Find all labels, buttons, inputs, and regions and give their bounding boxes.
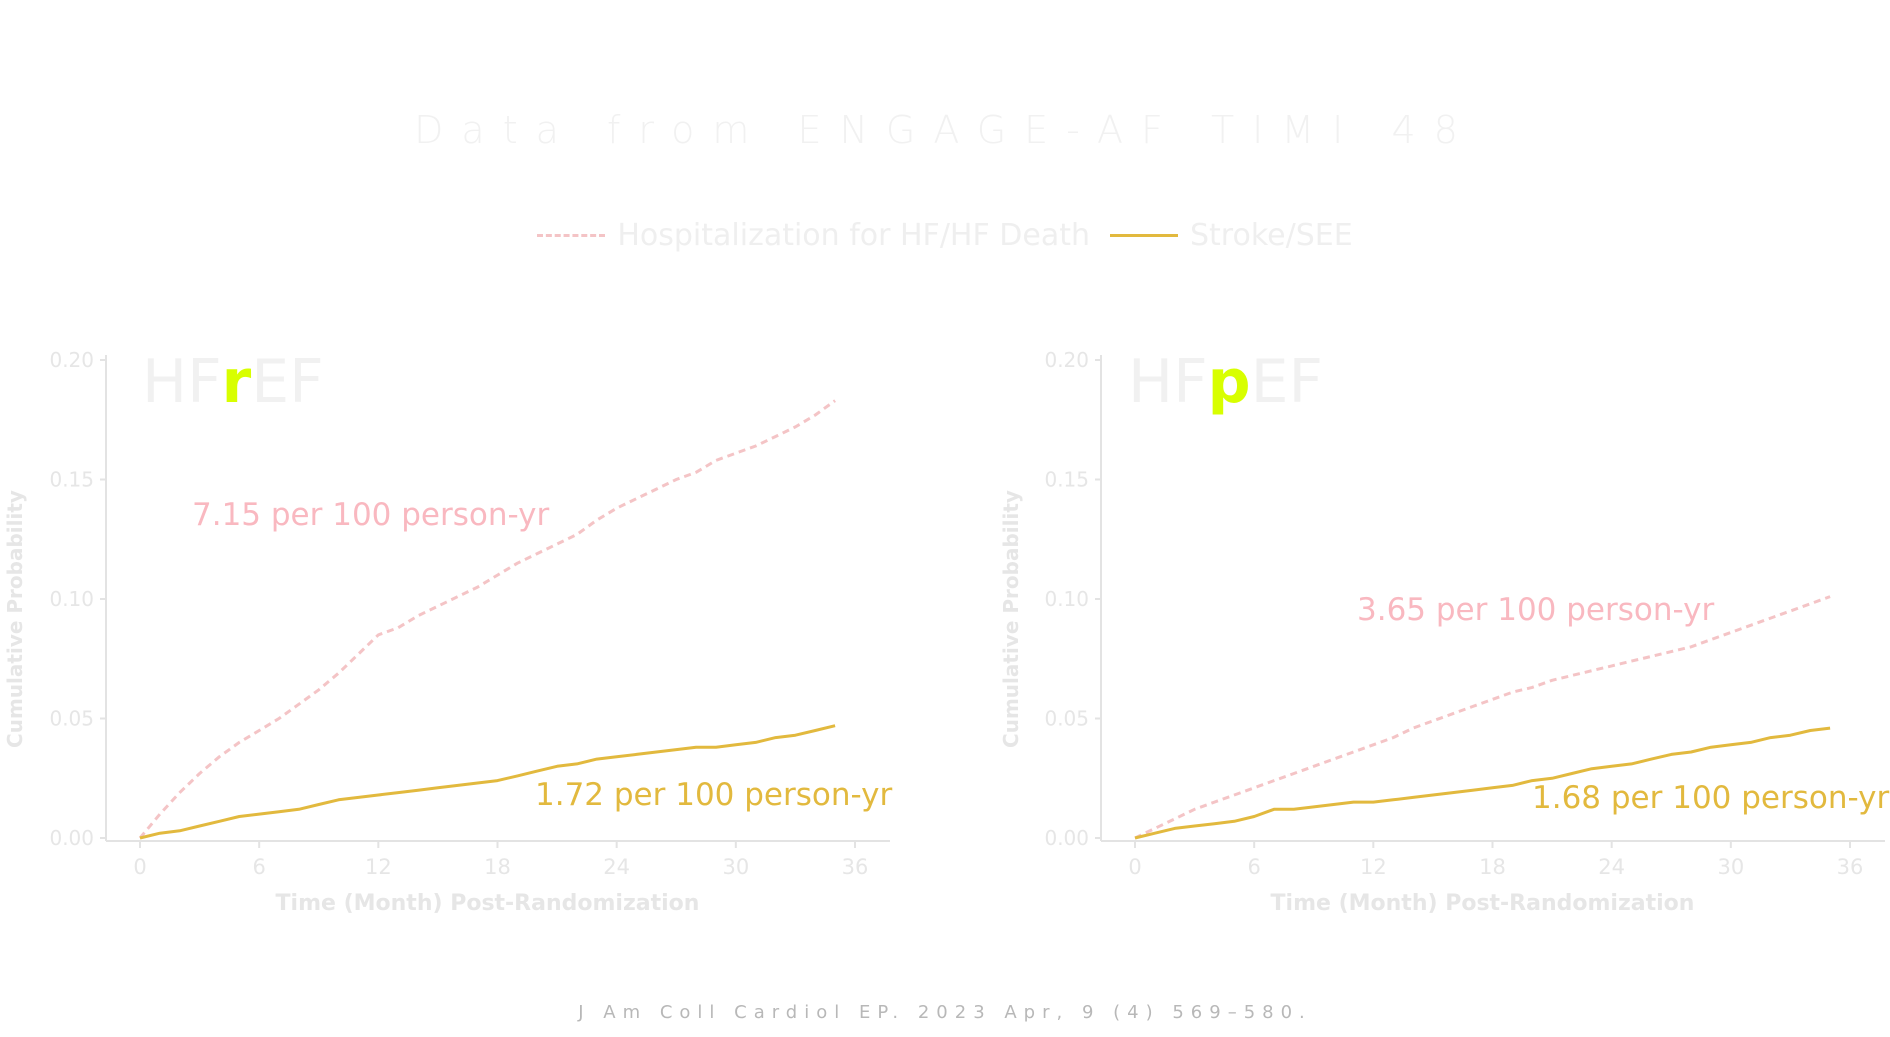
x-tick-label: 12 — [365, 855, 392, 879]
x-tick-label: 6 — [252, 855, 265, 879]
x-tick-label: 24 — [603, 855, 630, 879]
x-axis-label: Time (Month) Post-Randomization — [276, 891, 700, 916]
y-tick-label: 0.00 — [49, 826, 94, 850]
y-tick-label: 0.05 — [1044, 707, 1089, 731]
panel-label: HFrEF — [142, 347, 324, 417]
annotation-hf-rate: 3.65 per 100 person-yr — [1357, 592, 1714, 628]
panel-label-suffix: EF — [251, 347, 323, 417]
x-tick-label: 24 — [1598, 855, 1625, 879]
legend-item-stroke: Stroke/SEE — [1110, 218, 1353, 253]
y-axis-label: Cumulative Probability — [999, 490, 1023, 748]
x-tick-label: 36 — [842, 855, 869, 879]
panel-label-prefix: HF — [142, 347, 222, 417]
panel-label-highlight: r — [222, 347, 252, 417]
x-tick-label: 30 — [1717, 855, 1744, 879]
y-axis-label: Cumulative Probability — [3, 490, 27, 748]
panel-label-prefix: HF — [1128, 347, 1208, 417]
annotation-hf-rate: 7.15 per 100 person-yr — [192, 497, 549, 533]
y-tick-label: 0.20 — [1044, 348, 1089, 372]
y-tick-label: 0.00 — [1044, 826, 1089, 850]
x-tick-label: 30 — [722, 855, 749, 879]
panel-label: HFpEF — [1128, 347, 1323, 417]
y-tick-label: 0.15 — [49, 468, 94, 492]
panel-label-suffix: EF — [1251, 347, 1323, 417]
y-tick-label: 0.10 — [1044, 587, 1089, 611]
annotation-stroke-rate: 1.72 per 100 person-yr — [535, 777, 892, 813]
x-tick-label: 0 — [1128, 855, 1141, 879]
citation-footer: J Am Coll Cardiol EP. 2023 Apr, 9 (4) 56… — [578, 1002, 1312, 1023]
legend-swatch-solid — [1110, 234, 1178, 237]
x-tick-label: 36 — [1837, 855, 1864, 879]
chart-title: Data from ENGAGE-AF TIMI 48 — [414, 108, 1476, 152]
x-tick-label: 18 — [484, 855, 511, 879]
legend-label-stroke: Stroke/SEE — [1190, 218, 1353, 253]
x-tick-label: 12 — [1360, 855, 1387, 879]
y-tick-label: 0.15 — [1044, 468, 1089, 492]
legend-swatch-dashed — [537, 234, 606, 237]
x-tick-label: 18 — [1479, 855, 1506, 879]
annotation-stroke-rate: 1.68 per 100 person-yr — [1532, 780, 1889, 816]
series-line-hf-hosp-death — [1134, 595, 1831, 840]
x-tick-label: 6 — [1247, 855, 1260, 879]
series-line-stroke-see — [1134, 726, 1831, 840]
series-line-stroke-see — [139, 724, 836, 840]
x-axis-label: Time (Month) Post-Randomization — [1271, 891, 1695, 916]
y-tick-label: 0.05 — [49, 707, 94, 731]
x-tick-label: 0 — [133, 855, 146, 879]
legend-label-hf: Hospitalization for HF/HF Death — [617, 218, 1090, 253]
legend-item-hf: Hospitalization for HF/HF Death — [537, 218, 1090, 253]
series-line-hf-hosp-death — [138, 399, 836, 839]
panel-label-highlight: p — [1208, 347, 1251, 417]
legend: Hospitalization for HF/HF Death Stroke/S… — [0, 218, 1890, 253]
y-tick-label: 0.10 — [49, 587, 94, 611]
y-tick-label: 0.20 — [49, 348, 94, 372]
